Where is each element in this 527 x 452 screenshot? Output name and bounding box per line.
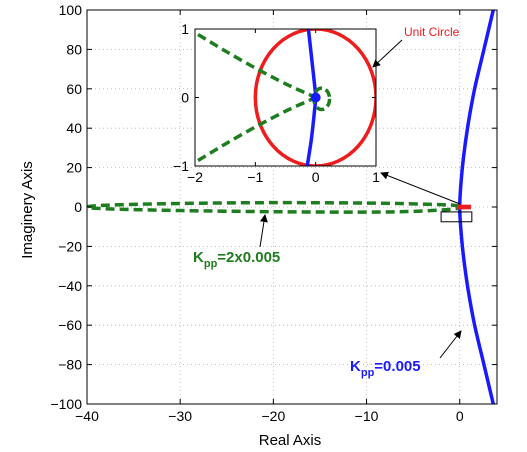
x-tick-label: −30 [168, 408, 192, 424]
annotations-layer [259, 39, 462, 359]
y-axis-label: Imaginery Axis [19, 161, 36, 259]
inset-y-tick-label: 1 [181, 21, 189, 37]
y-tick-label: 100 [59, 2, 83, 18]
y-tick-label: 40 [66, 120, 82, 136]
inset-series-line-2 [197, 32, 317, 100]
main-tick-labels: −40 −30 −20 −10 0−100−80−60−40−2002040608010… [50, 2, 497, 424]
inset-x-tick-label: 0 [312, 169, 320, 185]
y-tick-label: −100 [50, 396, 82, 412]
inset-x-tick-label: 1 [372, 169, 380, 185]
x-tick-label: 0 [456, 408, 464, 424]
y-tick-label: −60 [58, 317, 82, 333]
x-axis-label: Real Axis [259, 432, 322, 449]
y-tick-label: 0 [74, 199, 82, 215]
x-tick-label: −20 [261, 408, 285, 424]
x-tick-label: −40 [75, 408, 99, 424]
x-tick-label: −10 [355, 408, 379, 424]
kpp-green-arrow [259, 214, 268, 248]
kpp-green-label-rest: =2x0.005 [217, 249, 280, 266]
zoom-inset-arrow [380, 171, 461, 205]
inset-series-line-3 [197, 95, 317, 163]
unit-circle-annotation: Unit Circle [404, 25, 460, 39]
kpp-green-label-main: K [193, 249, 204, 266]
main-series-layer [87, 10, 495, 404]
y-tick-label: −20 [58, 238, 82, 254]
unit-circle-arrow [372, 39, 403, 68]
y-tick-label: −80 [58, 357, 82, 373]
inset-y-tick-label: −1 [173, 158, 189, 174]
y-tick-label: 20 [66, 160, 82, 176]
kpp-blue-label: Kpp=0.005 [350, 358, 421, 379]
unit-circle-marker [456, 204, 471, 210]
inset-pole-marker [310, 92, 321, 103]
inset-tick-labels: −2 −1 0 1−101 [173, 21, 380, 185]
inset-x-tick-label: −2 [187, 169, 203, 185]
y-tick-label: −40 [58, 278, 82, 294]
kpp-green-label: Kpp=2x0.005 [193, 249, 280, 270]
kpp-blue-label-sub: pp [361, 367, 375, 379]
kpp-blue-arrow [439, 330, 462, 359]
inset-x-tick-label: −1 [247, 169, 263, 185]
inset-y-tick-label: 0 [181, 90, 189, 106]
zoom-region-box [440, 211, 473, 223]
series-kpp-2x0.005-line [87, 200, 461, 214]
kpp-green-label-sub: pp [204, 258, 218, 270]
kpp-blue-label-rest: =0.005 [374, 358, 420, 375]
y-tick-label: 80 [66, 41, 82, 57]
kpp-blue-label-main: K [350, 358, 361, 375]
y-tick-label: 60 [66, 81, 82, 97]
